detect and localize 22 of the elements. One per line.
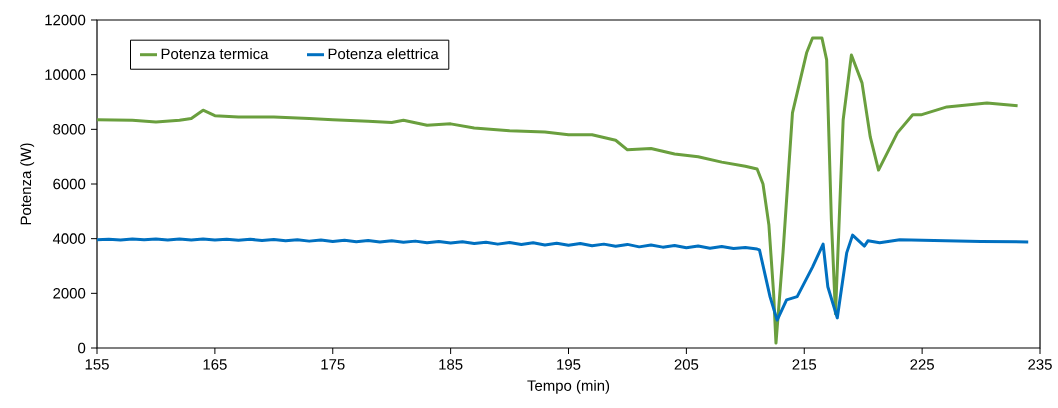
x-tick-label: 215 bbox=[792, 359, 817, 370]
x-axis-title: Tempo (min) bbox=[527, 379, 610, 394]
y-tick-label: 6000 bbox=[53, 178, 86, 190]
y-tick-label: 8000 bbox=[53, 124, 86, 135]
x-tick-label: 235 bbox=[1028, 359, 1052, 370]
line-series bbox=[97, 233, 1030, 322]
x-tick-label: 205 bbox=[674, 359, 699, 370]
y-axis-title: Potenza (W) bbox=[20, 143, 35, 225]
y-tick-label: 10000 bbox=[45, 69, 86, 80]
x-tick-label: 175 bbox=[321, 359, 345, 370]
y-tick-label: 4000 bbox=[52, 233, 86, 244]
y-tick-label: 12000 bbox=[45, 14, 86, 26]
x-tick-label: 155 bbox=[85, 359, 109, 370]
legend-label: Potenza elettrica bbox=[328, 48, 439, 60]
x-tick-label: 185 bbox=[439, 359, 463, 370]
y-tick-label: 2000 bbox=[53, 288, 86, 299]
x-tick-label: 165 bbox=[203, 359, 227, 370]
x-tick-label: 195 bbox=[557, 359, 581, 370]
y-tick-label: 0 bbox=[78, 342, 86, 354]
legend-label: Potenza termica bbox=[161, 48, 269, 60]
line-series bbox=[97, 36, 1020, 345]
x-tick-label: 225 bbox=[910, 359, 934, 370]
